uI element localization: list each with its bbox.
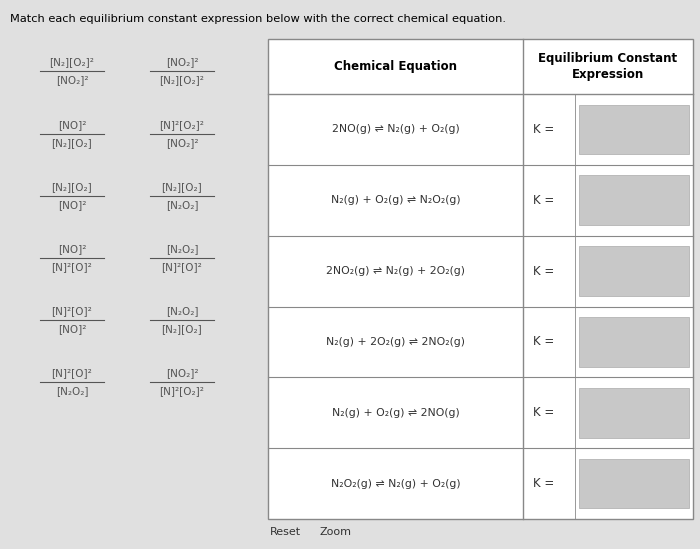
Text: Match each equilibrium constant expression below with the correct chemical equat: Match each equilibrium constant expressi…: [10, 14, 506, 24]
Text: [NO]²: [NO]²: [58, 120, 86, 130]
Bar: [579, 105, 689, 154]
Text: [N₂][O₂]²: [N₂][O₂]²: [160, 75, 204, 85]
Text: [N]²[O₂]²: [N]²[O₂]²: [160, 386, 204, 396]
Text: [N₂O₂]: [N₂O₂]: [166, 200, 198, 210]
Bar: [268, 39, 693, 519]
Text: Equilibrium Constant
Expression: Equilibrium Constant Expression: [538, 52, 678, 81]
Bar: [579, 247, 689, 296]
Text: K =: K =: [533, 406, 554, 419]
Text: [NO₂]²: [NO₂]²: [166, 368, 198, 378]
Bar: [579, 388, 689, 438]
Text: 2NO(g) ⇌ N₂(g) + O₂(g): 2NO(g) ⇌ N₂(g) + O₂(g): [332, 125, 459, 135]
Text: [N]²[O₂]²: [N]²[O₂]²: [160, 120, 204, 130]
Text: [NO]²: [NO]²: [58, 200, 86, 210]
Bar: [579, 317, 689, 367]
Text: K =: K =: [533, 265, 554, 278]
Text: N₂(g) + 2O₂(g) ⇌ 2NO₂(g): N₂(g) + 2O₂(g) ⇌ 2NO₂(g): [326, 337, 465, 347]
Text: [NO₂]²: [NO₂]²: [166, 57, 198, 67]
Text: [N₂][O₂]: [N₂][O₂]: [162, 324, 202, 334]
Text: 2NO₂(g) ⇌ N₂(g) + 2O₂(g): 2NO₂(g) ⇌ N₂(g) + 2O₂(g): [326, 266, 465, 276]
Text: [N₂O₂]: [N₂O₂]: [166, 244, 198, 254]
Text: [NO₂]²: [NO₂]²: [166, 138, 198, 148]
Bar: [579, 176, 689, 225]
Text: [N]²[O]²: [N]²[O]²: [52, 262, 92, 272]
Text: K =: K =: [533, 123, 554, 136]
Text: N₂(g) + O₂(g) ⇌ N₂O₂(g): N₂(g) + O₂(g) ⇌ N₂O₂(g): [330, 195, 461, 205]
Text: Reset: Reset: [270, 527, 301, 537]
Text: Chemical Equation: Chemical Equation: [334, 60, 457, 73]
Text: K =: K =: [533, 477, 554, 490]
Text: [N₂O₂]: [N₂O₂]: [56, 386, 88, 396]
Text: [NO]²: [NO]²: [58, 324, 86, 334]
Text: N₂(g) + O₂(g) ⇌ 2NO(g): N₂(g) + O₂(g) ⇌ 2NO(g): [332, 408, 459, 418]
Text: [N₂][O₂]: [N₂][O₂]: [52, 182, 92, 192]
Text: [N₂O₂]: [N₂O₂]: [166, 306, 198, 316]
Text: [N₂][O₂]²: [N₂][O₂]²: [50, 57, 94, 67]
Text: Zoom: Zoom: [320, 527, 352, 537]
Text: [N₂][O₂]: [N₂][O₂]: [52, 138, 92, 148]
Text: [NO₂]²: [NO₂]²: [56, 75, 88, 85]
Bar: [579, 459, 689, 508]
Text: [NO]²: [NO]²: [58, 244, 86, 254]
Text: N₂O₂(g) ⇌ N₂(g) + O₂(g): N₂O₂(g) ⇌ N₂(g) + O₂(g): [330, 479, 461, 489]
Text: K =: K =: [533, 335, 554, 349]
Text: [N]²[O]²: [N]²[O]²: [52, 368, 92, 378]
Text: K =: K =: [533, 194, 554, 207]
Text: [N₂][O₂]: [N₂][O₂]: [162, 182, 202, 192]
Text: [N]²[O]²: [N]²[O]²: [162, 262, 202, 272]
Text: [N]²[O]²: [N]²[O]²: [52, 306, 92, 316]
